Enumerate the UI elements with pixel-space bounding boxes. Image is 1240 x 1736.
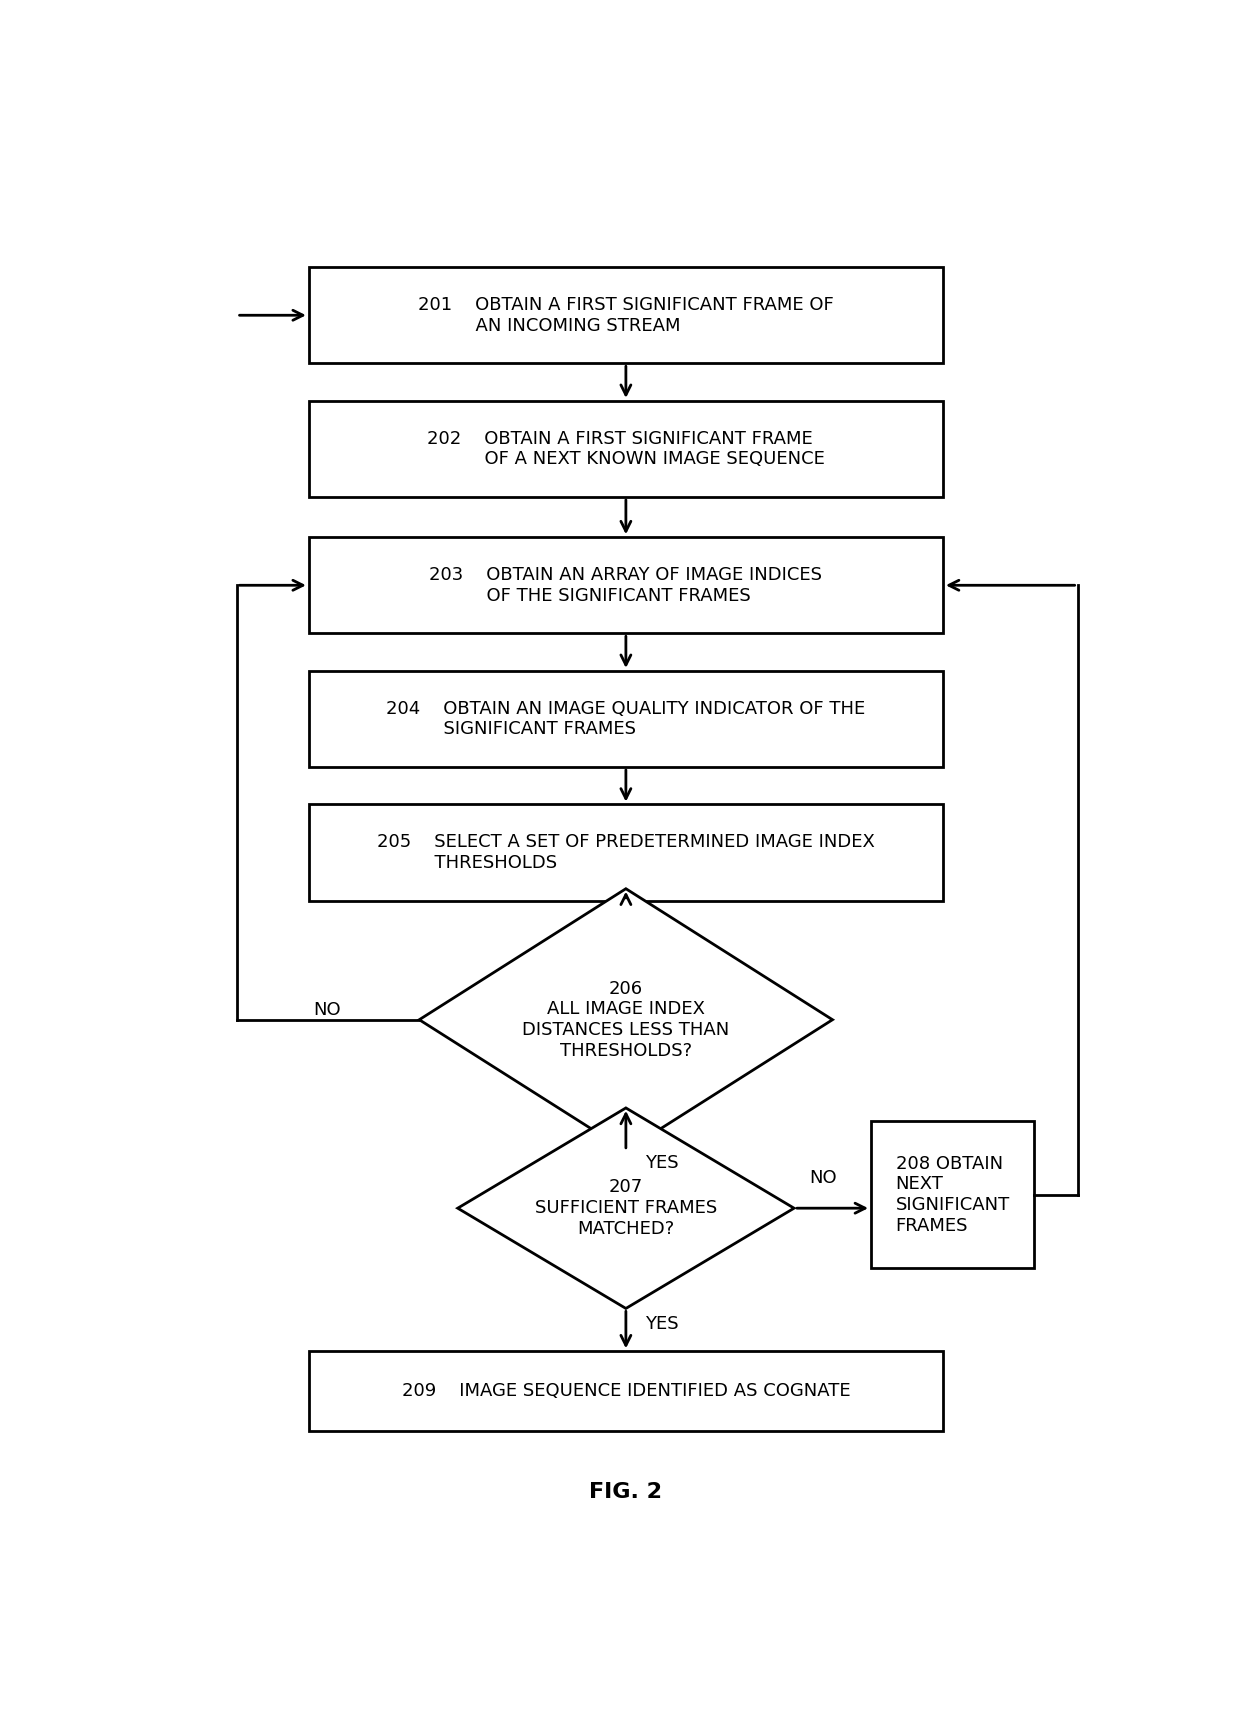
Bar xyxy=(309,670,944,767)
Polygon shape xyxy=(458,1108,794,1309)
Bar xyxy=(870,1121,1034,1269)
Bar xyxy=(309,804,944,901)
Bar xyxy=(309,1351,944,1432)
Text: 201    OBTAIN A FIRST SIGNIFICANT FRAME OF
          AN INCOMING STREAM: 201 OBTAIN A FIRST SIGNIFICANT FRAME OF … xyxy=(418,295,833,335)
Polygon shape xyxy=(419,889,832,1151)
Text: 203    OBTAIN AN ARRAY OF IMAGE INDICES
          OF THE SIGNIFICANT FRAMES: 203 OBTAIN AN ARRAY OF IMAGE INDICES OF … xyxy=(429,566,822,604)
Text: FIG. 2: FIG. 2 xyxy=(589,1481,662,1502)
Text: NO: NO xyxy=(314,1002,341,1019)
Text: 205    SELECT A SET OF PREDETERMINED IMAGE INDEX
          THRESHOLDS: 205 SELECT A SET OF PREDETERMINED IMAGE … xyxy=(377,833,875,871)
Text: NO: NO xyxy=(808,1168,837,1187)
Text: 209    IMAGE SEQUENCE IDENTIFIED AS COGNATE: 209 IMAGE SEQUENCE IDENTIFIED AS COGNATE xyxy=(402,1382,851,1401)
Bar xyxy=(309,401,944,496)
Text: 204    OBTAIN AN IMAGE QUALITY INDICATOR OF THE
          SIGNIFICANT FRAMES: 204 OBTAIN AN IMAGE QUALITY INDICATOR OF… xyxy=(387,700,866,738)
Bar xyxy=(309,536,944,634)
Text: YES: YES xyxy=(645,1316,678,1333)
Text: 207
SUFFICIENT FRAMES
MATCHED?: 207 SUFFICIENT FRAMES MATCHED? xyxy=(534,1179,717,1238)
Text: 208 OBTAIN
NEXT
SIGNIFICANT
FRAMES: 208 OBTAIN NEXT SIGNIFICANT FRAMES xyxy=(895,1154,1009,1234)
Text: YES: YES xyxy=(645,1154,678,1172)
Text: 206
ALL IMAGE INDEX
DISTANCES LESS THAN
THRESHOLDS?: 206 ALL IMAGE INDEX DISTANCES LESS THAN … xyxy=(522,979,729,1061)
Text: 202    OBTAIN A FIRST SIGNIFICANT FRAME
          OF A NEXT KNOWN IMAGE SEQUENCE: 202 OBTAIN A FIRST SIGNIFICANT FRAME OF … xyxy=(427,429,825,469)
Bar xyxy=(309,267,944,363)
